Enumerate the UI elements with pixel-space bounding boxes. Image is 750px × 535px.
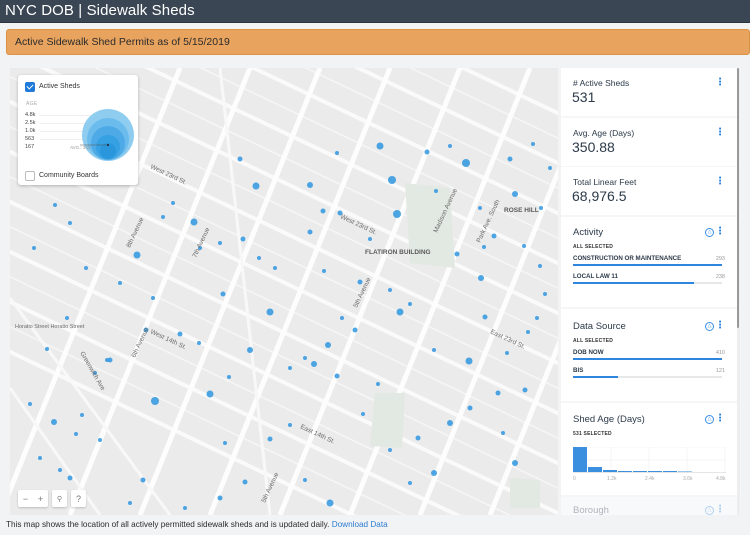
app-header: NYC DOB | Sidewalk Sheds <box>0 0 750 23</box>
legend-tick-line <box>40 115 100 116</box>
sidebar-scrollbar[interactable] <box>737 68 740 515</box>
widget-title: Borough <box>573 505 609 515</box>
map-legend: Active Sheds AGE 4.8k 2.5k 1.0k 563 167 … <box>18 75 138 185</box>
axis-tick: 3.6k <box>683 476 693 482</box>
kpi-value: 350.88 <box>572 139 615 155</box>
axis-tick: 1.2k <box>607 476 617 482</box>
reset-filter-icon[interactable]: △ <box>705 506 714 515</box>
svg-text:Horatio Street Horatio Street: Horatio Street Horatio Street <box>15 324 85 330</box>
kpi-title: Total Linear Feet <box>573 177 637 187</box>
help-button[interactable]: ? <box>75 493 81 504</box>
svg-text:ROSE HILL: ROSE HILL <box>504 207 539 214</box>
category-label[interactable]: LOCAL LAW 11 <box>573 273 618 280</box>
download-data-link[interactable]: Download Data <box>331 520 388 529</box>
category-count: 238 <box>715 274 725 280</box>
borough-widget: Borough △ ⋮ <box>561 497 737 515</box>
avg-age-label: AVG.: 342 <box>70 145 91 150</box>
svg-text:FLATIRON BUILDING: FLATIRON BUILDING <box>365 249 431 256</box>
kpi-linear-feet: Total Linear Feet 68,976.5 ⋮ <box>561 167 737 215</box>
more-options-icon[interactable]: ⋮ <box>715 226 725 237</box>
widget-title: Data Source <box>573 321 626 332</box>
more-options-icon[interactable]: ⋮ <box>715 77 725 88</box>
activity-widget: Activity △ ⋮ ALL SELECTED CONSTRUCTION O… <box>561 217 737 307</box>
widget-title: Activity <box>573 227 604 238</box>
age-histogram[interactable] <box>573 447 726 477</box>
kpi-avg-age: Avg. Age (Days) 350.88 ⋮ <box>561 118 737 166</box>
category-label[interactable]: BIS <box>573 367 584 374</box>
more-options-icon[interactable]: ⋮ <box>715 413 725 424</box>
category-bar[interactable] <box>573 358 722 360</box>
category-count: 293 <box>715 256 725 262</box>
community-boards-label: Community Boards <box>39 172 99 179</box>
selection-status: ALL SELECTED <box>573 338 614 344</box>
app-title: NYC DOB | Sidewalk Sheds <box>5 2 195 19</box>
legend-tick: 4.8k <box>25 112 36 118</box>
map-controls: − + ⚲ ? <box>18 490 86 507</box>
search-icon: ⚲ <box>56 495 63 503</box>
axis-tick: 2.4k <box>645 476 655 482</box>
axis-tick: 0 <box>573 476 576 482</box>
kpi-active-sheds: # Active Sheds 531 ⋮ <box>561 68 737 116</box>
category-bar[interactable] <box>573 282 722 284</box>
reset-filter-icon[interactable]: △ <box>705 322 714 331</box>
legend-tick: 1.0k <box>25 128 36 134</box>
axis-tick: 4.8k <box>716 476 726 482</box>
zoom-in-button[interactable]: + <box>37 493 44 504</box>
zoom-out-button[interactable]: − <box>22 493 29 504</box>
kpi-value: 68,976.5 <box>572 188 627 204</box>
category-label[interactable]: CONSTRUCTION OR MAINTENANCE <box>573 255 682 262</box>
legend-tick-line <box>40 123 100 124</box>
legend-tick: 2.5k <box>25 120 36 126</box>
footer-note: This map shows the location of all activ… <box>6 520 388 529</box>
category-count: 410 <box>715 350 725 356</box>
category-bar[interactable] <box>573 264 722 266</box>
category-bar[interactable] <box>573 376 722 378</box>
category-label[interactable]: DOB NOW <box>573 349 604 356</box>
active-sheds-checkbox[interactable] <box>25 82 35 92</box>
legend-tick-line <box>40 131 100 132</box>
community-boards-checkbox[interactable] <box>25 171 35 181</box>
reset-filter-icon[interactable]: △ <box>705 228 714 237</box>
legend-tick: 563 <box>25 136 35 142</box>
more-options-icon[interactable]: ⋮ <box>715 127 725 138</box>
shed-age-widget: Shed Age (Days) △ ⋮ 531 SELECTED 0 1 <box>561 403 737 495</box>
search-button[interactable]: ⚲ <box>52 490 67 507</box>
more-options-icon[interactable]: ⋮ <box>715 176 725 187</box>
kpi-title: Avg. Age (Days) <box>573 128 635 138</box>
widget-title: Shed Age (Days) <box>573 414 645 425</box>
date-banner: Active Sidewalk Shed Permits as of 5/15/… <box>6 29 750 55</box>
active-sheds-label: Active Sheds <box>39 83 80 90</box>
data-source-widget: Data Source △ ⋮ ALL SELECTED DOB NOW 410… <box>561 309 737 401</box>
more-options-icon[interactable]: ⋮ <box>715 320 725 331</box>
footer-text: This map shows the location of all activ… <box>6 520 330 529</box>
selection-status: 531 SELECTED <box>573 431 612 437</box>
legend-tick-line <box>40 139 100 140</box>
bubble-size-legend <box>80 109 134 161</box>
widgets-sidebar: # Active Sheds 531 ⋮ Avg. Age (Days) 350… <box>561 68 741 515</box>
kpi-title: # Active Sheds <box>573 78 630 88</box>
reset-filter-icon[interactable]: △ <box>705 415 714 424</box>
banner-text: Active Sidewalk Shed Permits as of 5/15/… <box>15 36 230 48</box>
category-count: 121 <box>715 368 725 374</box>
legend-tick: 167 <box>25 144 35 150</box>
age-legend-label: AGE <box>26 101 38 107</box>
kpi-value: 531 <box>572 89 596 105</box>
more-options-icon[interactable]: ⋮ <box>715 504 725 515</box>
selection-status: ALL SELECTED <box>573 244 614 250</box>
